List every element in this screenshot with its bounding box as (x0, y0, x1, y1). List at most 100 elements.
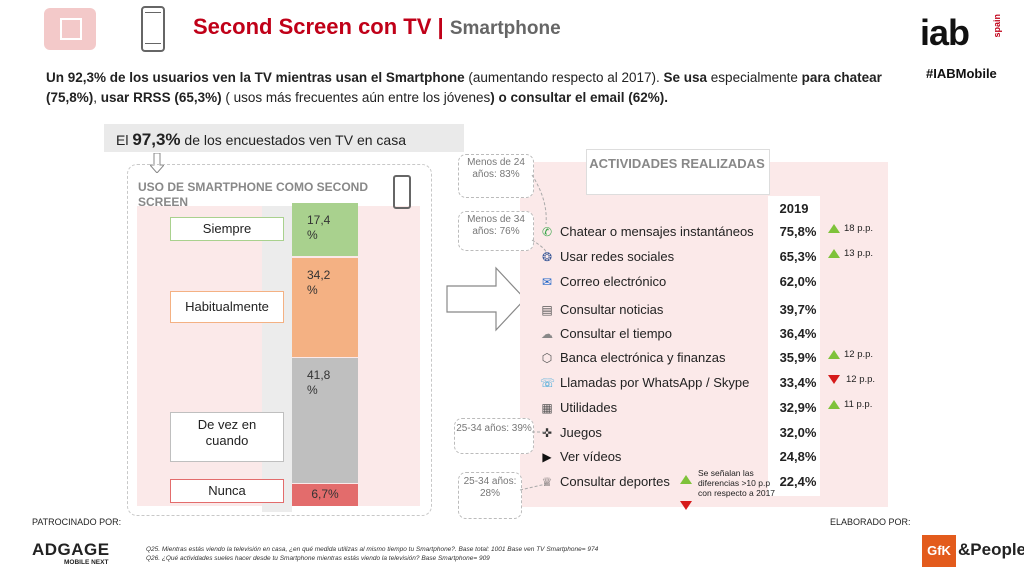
hashtag: #IABMobile (926, 66, 997, 81)
usage-title: USO DE SMARTPHONE COMO SECOND SCREEN (138, 180, 369, 209)
activity-diff: 12 p.p. (828, 374, 875, 385)
usage-label: Habitualmente (170, 291, 284, 323)
arrow-up-icon (828, 223, 840, 233)
legend-down-icon (680, 501, 692, 511)
activity-label: Correo electrónico (560, 274, 667, 289)
usage-label: Nunca (170, 479, 284, 503)
activity-value: 24,8% (779, 449, 817, 464)
usage-segment-value: 17,4 % (307, 213, 331, 242)
arrow-up-icon (828, 399, 840, 409)
intro-part-1b: (aumentando respecto al 2017). (464, 70, 664, 85)
usage-segment-value: 41,8 % (307, 368, 331, 397)
intro-part-2b: especialmente (707, 70, 802, 85)
activity-row: ☏ Llamadas por WhatsApp / Skype 33,4% 12 p.… (532, 373, 902, 395)
activity-row: ❂ Usar redes sociales 65,3% 13 p.p. (532, 247, 902, 269)
gfk-logo: GfK (922, 535, 956, 567)
activity-row: ☁ Consultar el tiempo 36,4% (532, 324, 902, 346)
activity-value: 35,9% (779, 350, 817, 365)
page-title: Second Screen con TV | Smartphone (193, 14, 561, 40)
footnote-q26: Q26. ¿Qué actividades sueles hacer desde… (146, 555, 490, 562)
smartphone-small-icon (393, 175, 411, 209)
activity-value: 62,0% (779, 274, 817, 289)
legend-icons (680, 471, 698, 515)
activity-row: ✆ Chatear o mensajes instantáneos 75,8% 18 … (532, 222, 902, 244)
footnotes: Q25. Mientras estás viendo la televisión… (146, 545, 598, 563)
usage-segment: 6,7% (292, 484, 358, 506)
usage-label: Siempre (170, 217, 284, 241)
activity-diff-text: 11 p.p. (844, 399, 873, 410)
activities-background (520, 162, 888, 507)
play-icon: ▶ (542, 450, 552, 464)
right-arrow-icon (446, 266, 526, 332)
survey-value: 97,3% (132, 130, 181, 149)
activity-label: Chatear o mensajes instantáneos (560, 224, 754, 239)
activity-row: ♕ Consultar deportes 22,4% (532, 472, 902, 494)
intro-text: Un 92,3% de los usuarios ven la TV mient… (46, 68, 896, 108)
activity-label: Llamadas por WhatsApp / Skype (560, 375, 750, 390)
social-icon: ❂ (541, 250, 553, 264)
activity-label: Juegos (560, 425, 602, 440)
intro-part-3: para chatear (75,8%) (46, 70, 882, 105)
title-subtitle: Smartphone (449, 18, 561, 39)
activity-value: 32,9% (779, 400, 817, 415)
title-separator: | (437, 14, 444, 39)
title-main: Second Screen con TV (193, 14, 432, 39)
activity-row: ✜ Juegos 32,0% (532, 423, 902, 445)
activity-label: Consultar deportes (560, 474, 670, 489)
iab-logo: iab (920, 12, 970, 53)
activity-value: 33,4% (779, 375, 817, 390)
intro-part-2: Se usa (663, 70, 708, 85)
activity-value: 65,3% (779, 249, 817, 264)
usage-segment: 34,2 % (292, 258, 358, 357)
weather-icon: ☁ (541, 327, 553, 341)
arrow-up-icon (828, 248, 840, 258)
usage-segment: 17,4 % (292, 203, 358, 256)
activity-row: ▦ Utilidades 32,9% 11 p.p. (532, 398, 902, 420)
activity-diff-text: 18 p.p. (844, 223, 874, 234)
activity-diff-text: 12 p.p. (844, 349, 874, 360)
activity-label: Banca electrónica y finanzas (560, 350, 726, 365)
activity-diff: 11 p.p. (828, 399, 872, 410)
activity-value: 32,0% (779, 425, 817, 440)
activity-value: 75,8% (779, 224, 817, 239)
note-under-24: Menos de 24 años: 83% (458, 154, 534, 198)
activity-diff-text: 12 p.p. (846, 374, 876, 385)
usage-segment-value: 6,7% (311, 487, 339, 501)
year-column (768, 196, 820, 496)
activity-diff-text: 13 p.p. (844, 248, 874, 259)
activity-row: ⬡ Banca electrónica y finanzas 35,9% 12 p.p… (532, 348, 902, 370)
people-logo: &People (958, 540, 1024, 559)
survey-banner (104, 124, 464, 152)
activities-title: ACTIVIDADES REALIZADAS (589, 156, 765, 171)
year-header: 2019 (779, 201, 809, 216)
utilities-icon: ▦ (541, 401, 553, 415)
checkbox-logo-icon (44, 8, 96, 50)
survey-text: El 97,3% de los encuestados ven TV en ca… (116, 130, 406, 150)
note-25-34-games: 25-34 años: 39% (454, 418, 534, 454)
intro-part-4: usar RRSS (65,3%) (100, 90, 222, 105)
arrow-up-icon (828, 349, 840, 359)
smartphone-icon (141, 6, 165, 52)
note-under-34: Menos de 34 años: 76% (458, 211, 534, 251)
activity-label: Consultar noticias (560, 302, 664, 317)
arrow-down-icon (828, 374, 840, 384)
usage-segment: 41,8 % (292, 358, 358, 483)
activity-row: ▤ Consultar noticias 39,7% (532, 300, 902, 322)
note-25-34-sports: 25-34 años: 28% (458, 472, 522, 519)
activities-title-box (586, 149, 770, 195)
intro-part-5: ) o consultar el email (62%). (490, 90, 669, 105)
whatsapp-icon: ✆ (541, 225, 553, 239)
activity-row: ▶ Ver vídeos 24,8% (532, 447, 902, 469)
legend-text: Se señalan las diferencias >10 p.p con r… (698, 468, 776, 498)
mail-icon: ✉ (541, 275, 553, 289)
usage-panel (127, 164, 432, 516)
adgage-logo-sub: MOBILE NEXT (64, 559, 109, 566)
activity-diff: 13 p.p. (828, 248, 873, 259)
activity-row: ✉ Correo electrónico 62,0% (532, 272, 902, 294)
activity-diff: 18 p.p. (828, 223, 873, 234)
activity-value: 36,4% (779, 326, 817, 341)
usage-bar-shadow (262, 206, 292, 512)
made-by-label: ELABORADO POR: (830, 517, 911, 527)
bank-icon: ⬡ (541, 351, 553, 365)
legend-up-icon (680, 475, 692, 485)
